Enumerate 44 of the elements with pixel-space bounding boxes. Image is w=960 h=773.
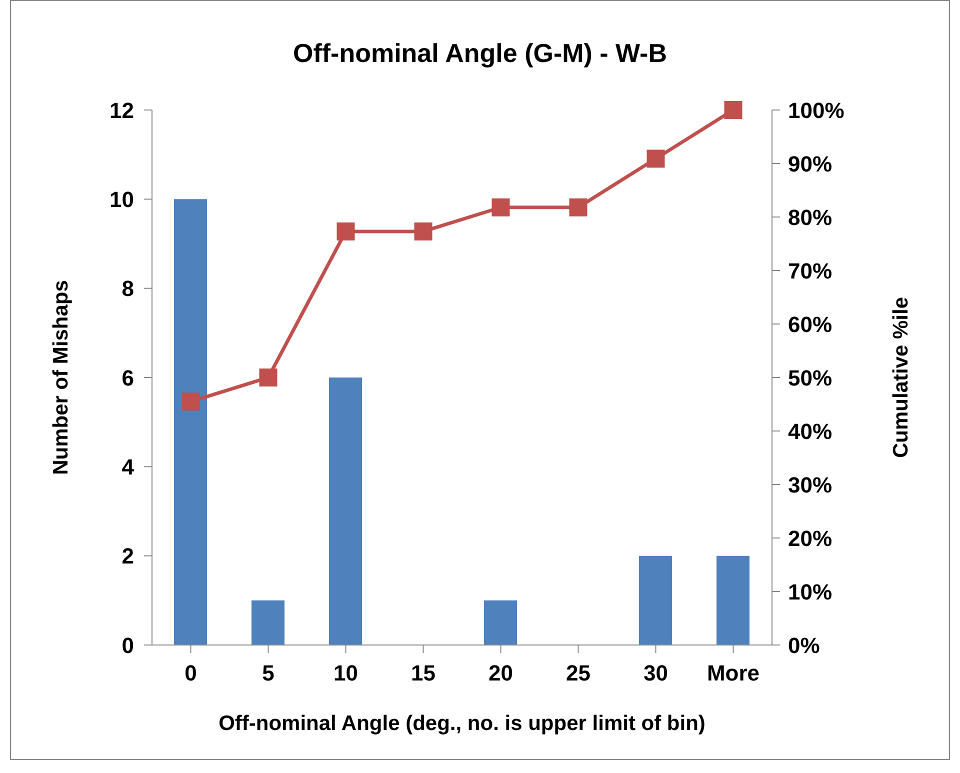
bar bbox=[639, 556, 672, 645]
point bbox=[492, 198, 510, 216]
y-tick-label: 2 bbox=[122, 544, 134, 569]
y2-tick-label: 90% bbox=[788, 151, 832, 176]
y2-tick-label: 50% bbox=[788, 365, 832, 390]
bar bbox=[252, 600, 284, 645]
bar bbox=[716, 556, 750, 645]
y2-tick-label: 30% bbox=[788, 472, 832, 498]
y-axis-title: Number of Mishaps bbox=[49, 280, 72, 475]
y-tick-label: 12 bbox=[110, 98, 134, 123]
x-tick-label: 25 bbox=[566, 660, 590, 686]
chart-title: Off-nominal Angle (G-M) - W-B bbox=[292, 38, 668, 69]
y-tick-label: 0 bbox=[122, 632, 134, 658]
point bbox=[724, 101, 742, 119]
bar bbox=[174, 199, 207, 645]
point bbox=[569, 198, 588, 216]
x-tick-label: More bbox=[706, 660, 760, 686]
y2-tick-label: 60% bbox=[788, 312, 832, 337]
y2-axis-title: Cumulative %ile bbox=[889, 296, 912, 458]
point bbox=[182, 392, 200, 411]
y-tick-label: 10 bbox=[110, 186, 134, 212]
y-tick-label: 4 bbox=[122, 454, 135, 480]
y2-tick-label: 0% bbox=[788, 632, 820, 658]
x-tick-label: 20 bbox=[488, 660, 513, 686]
x-tick-label: 15 bbox=[411, 660, 436, 686]
x-axis-title: Off-nominal Angle (deg., no. is upper limit of bin) bbox=[218, 712, 706, 735]
y2-tick-label: 100% bbox=[788, 98, 844, 123]
bar bbox=[329, 378, 362, 645]
point bbox=[259, 368, 278, 386]
point bbox=[646, 150, 665, 168]
y2-tick-label: 80% bbox=[788, 204, 832, 230]
point bbox=[336, 222, 355, 240]
y2-tick-label: 20% bbox=[788, 526, 832, 551]
x-tick-label: 30 bbox=[644, 660, 668, 686]
point bbox=[414, 222, 432, 240]
y-tick-label: 6 bbox=[122, 365, 134, 390]
x-tick-label: 10 bbox=[334, 660, 358, 686]
y2-tick-label: 70% bbox=[788, 258, 832, 284]
x-tick-label: 0 bbox=[184, 660, 197, 686]
x-tick-label: 5 bbox=[262, 660, 274, 686]
y2-tick-label: 10% bbox=[788, 579, 832, 604]
y-tick-label: 8 bbox=[122, 276, 134, 302]
bar bbox=[484, 600, 517, 645]
y2-tick-label: 40% bbox=[788, 418, 832, 444]
